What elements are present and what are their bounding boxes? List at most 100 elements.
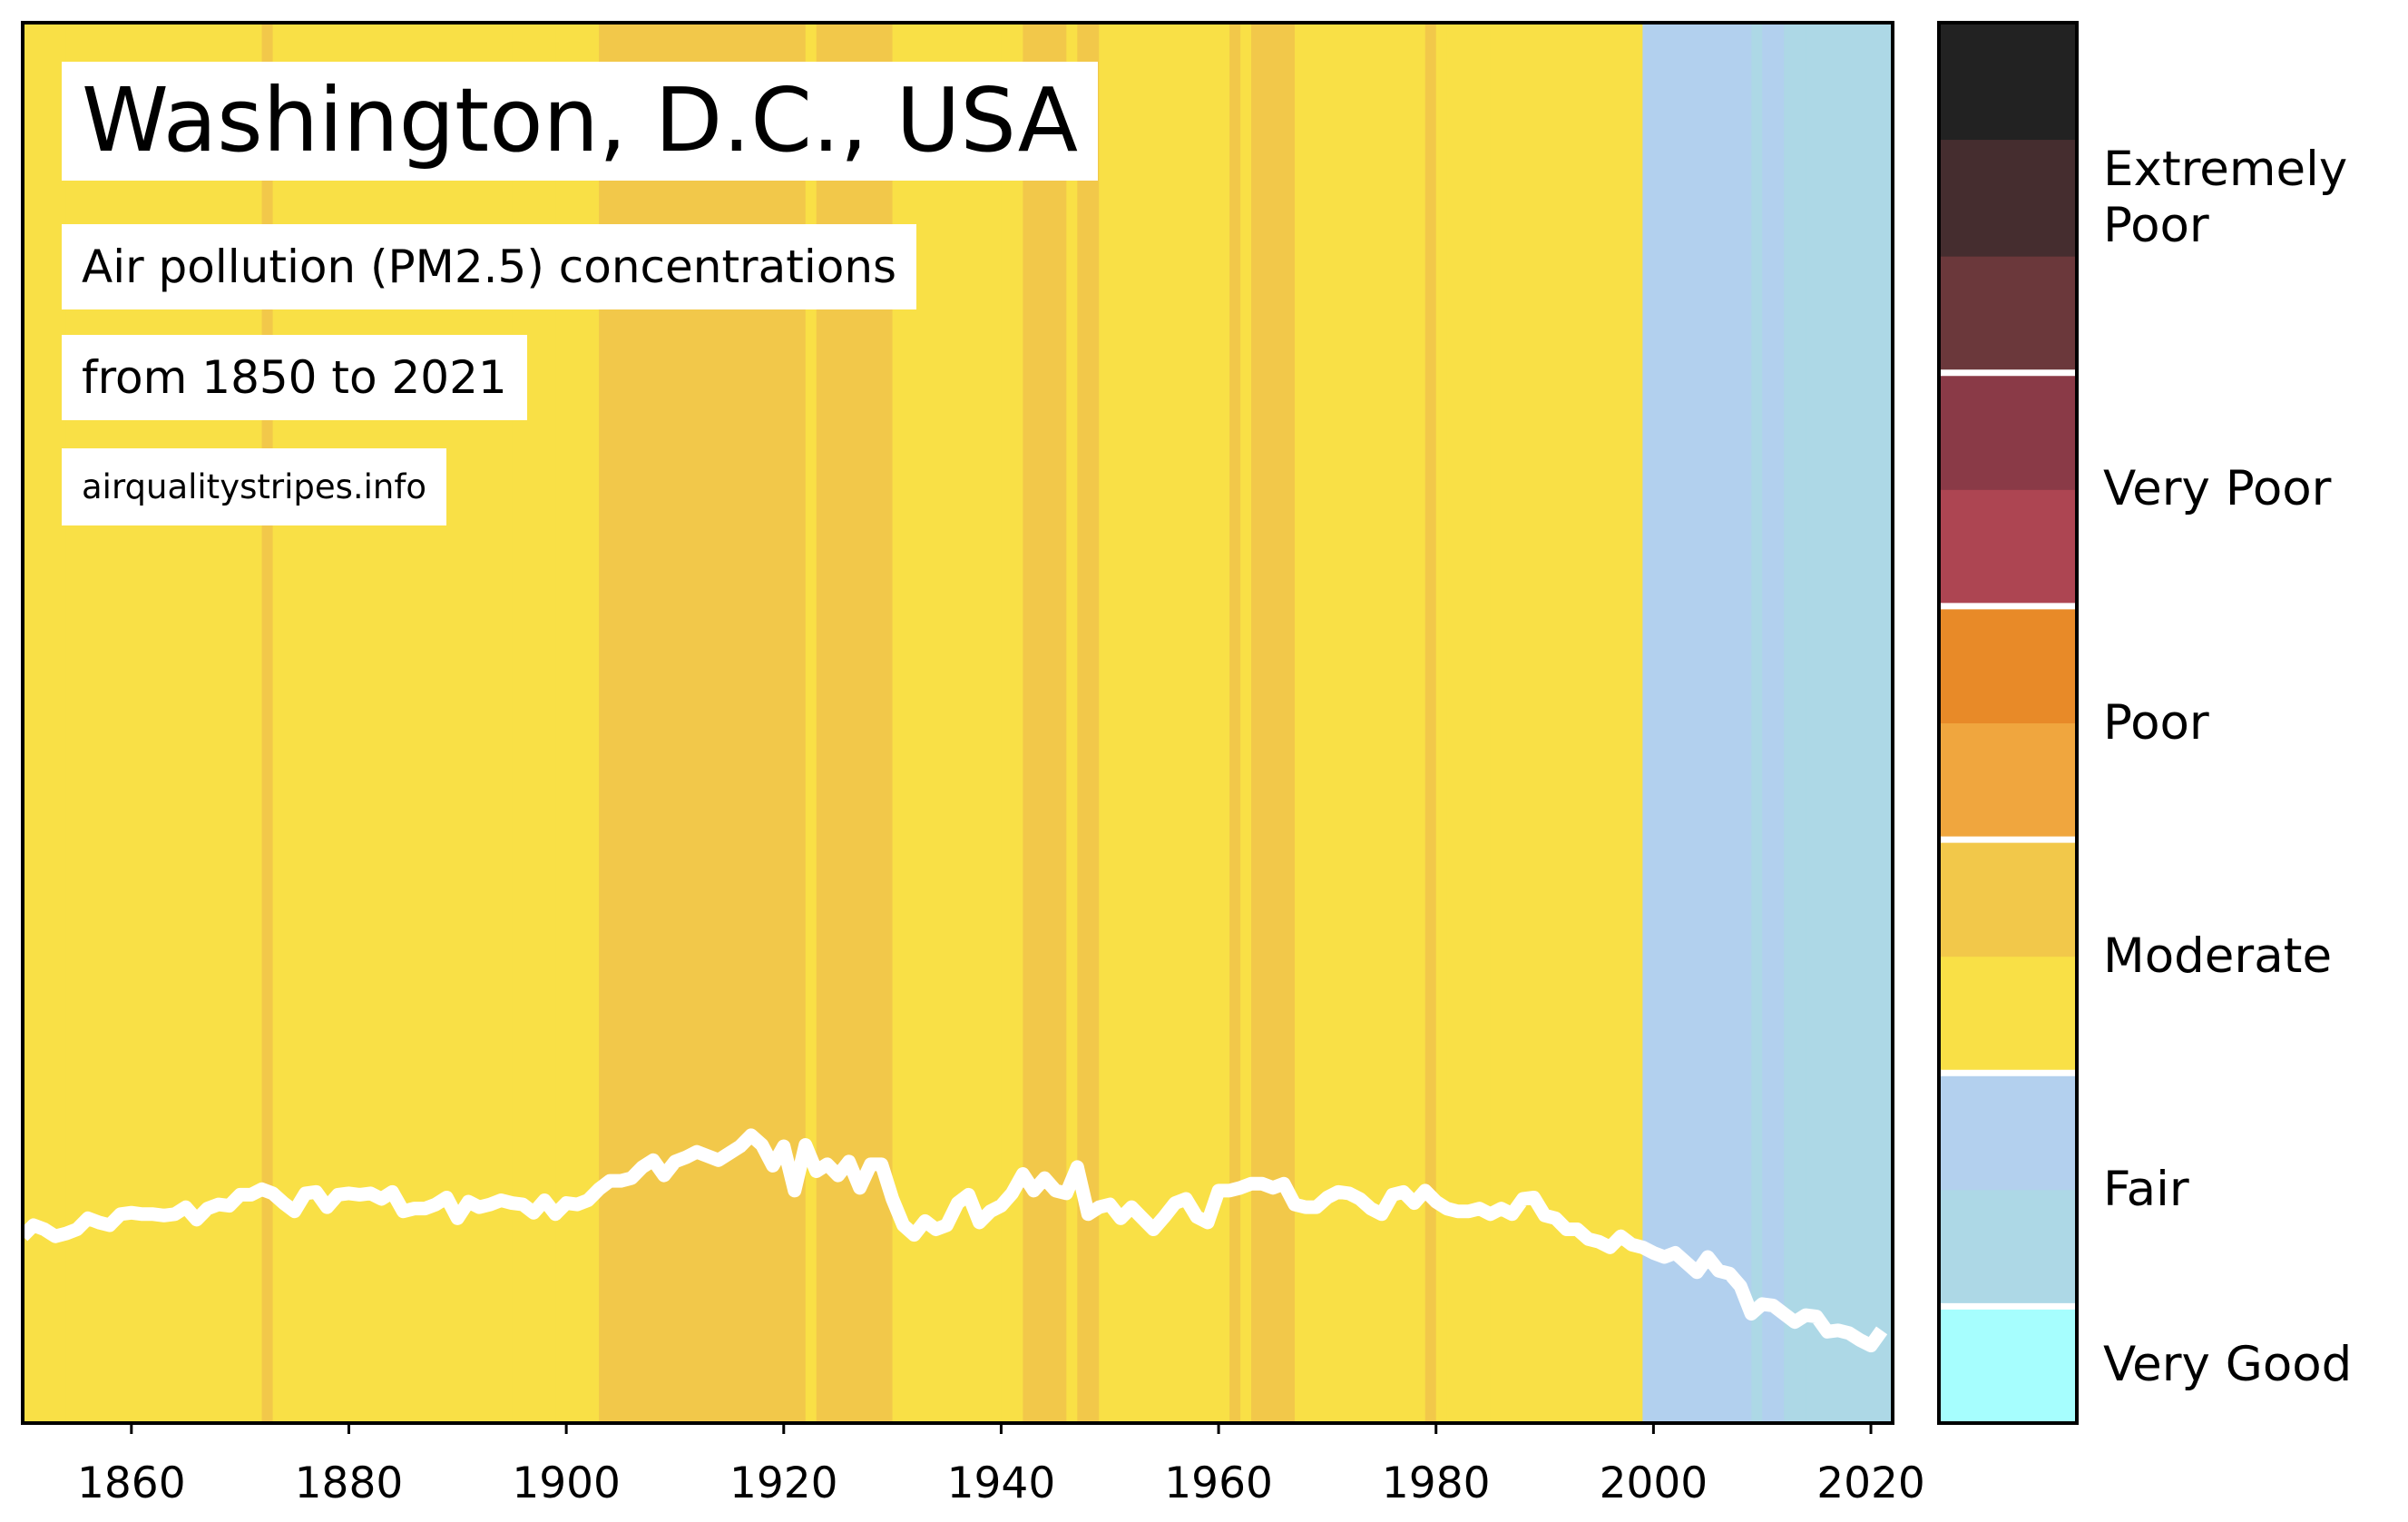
stripe	[577, 23, 589, 1423]
stripe	[1642, 23, 1654, 1423]
stripe	[1860, 23, 1872, 1423]
stripe	[1882, 23, 1894, 1423]
stripe	[1512, 23, 1524, 1423]
stripe	[848, 23, 861, 1423]
stripe	[1001, 23, 1013, 1423]
stripe	[1121, 23, 1132, 1423]
stripe	[1729, 23, 1741, 1423]
stripe	[739, 23, 752, 1423]
colorbar-segment	[1939, 722, 2077, 840]
stripe	[555, 23, 567, 1423]
x-tick-label: 1860	[77, 1458, 186, 1508]
stripe	[805, 23, 817, 1423]
colorbar-segment	[1939, 840, 2077, 957]
stripe	[1088, 23, 1100, 1423]
stripe	[1055, 23, 1067, 1423]
stripe	[1272, 23, 1285, 1423]
stripe	[1610, 23, 1622, 1423]
chart-title: Washington, D.C., USA	[62, 62, 1099, 181]
stripe	[1164, 23, 1176, 1423]
colorbar-label: Extremely Poor	[2103, 141, 2348, 253]
stripe	[1305, 23, 1317, 1423]
stripe	[1522, 23, 1535, 1423]
stripe	[1446, 23, 1459, 1423]
colorbar-segment	[1939, 23, 2077, 141]
stripe	[696, 23, 709, 1423]
colorbar-label: Moderate	[2103, 928, 2333, 984]
colorbar-segment	[1939, 1073, 2077, 1191]
stripe	[816, 23, 828, 1423]
stripe	[1435, 23, 1448, 1423]
stripe	[1490, 23, 1503, 1423]
stripe	[1806, 23, 1817, 1423]
stripe	[1686, 23, 1698, 1423]
stripe	[610, 23, 622, 1423]
stripe	[1708, 23, 1719, 1423]
stripe	[859, 23, 872, 1423]
stripe	[935, 23, 948, 1423]
stripe	[1359, 23, 1372, 1423]
stripe	[783, 23, 796, 1423]
stripe	[707, 23, 719, 1423]
stripe	[1403, 23, 1415, 1423]
stripe	[881, 23, 894, 1423]
stripe	[642, 23, 654, 1423]
pollution-line	[17, 1128, 1888, 1353]
stripe	[1208, 23, 1219, 1423]
colorbar-segment	[1939, 489, 2077, 607]
stripe	[1219, 23, 1230, 1423]
stripe	[566, 23, 578, 1423]
stripe	[1370, 23, 1383, 1423]
stripe	[1762, 23, 1774, 1423]
stripe	[1533, 23, 1546, 1423]
stripe	[23, 23, 34, 1423]
stripe	[761, 23, 774, 1423]
stripe	[1316, 23, 1328, 1423]
stripe	[1424, 23, 1437, 1423]
stripe	[1784, 23, 1796, 1423]
subtitle: from 1850 to 2021	[62, 335, 527, 420]
stripe	[1599, 23, 1611, 1423]
stripe	[1588, 23, 1600, 1423]
stripe	[1077, 23, 1089, 1423]
stripe	[1142, 23, 1154, 1423]
x-tick-label: 1960	[1164, 1458, 1273, 1508]
stripe	[925, 23, 937, 1423]
stripe	[1110, 23, 1121, 1423]
stripe	[663, 23, 676, 1423]
stripe	[652, 23, 665, 1423]
colorbar-label: Very Poor	[2103, 461, 2332, 517]
stripe	[1229, 23, 1241, 1423]
stripe	[1577, 23, 1590, 1423]
stripe	[1620, 23, 1633, 1423]
stripe	[1555, 23, 1568, 1423]
stripe	[1675, 23, 1687, 1423]
stripe	[729, 23, 741, 1423]
stripe	[1326, 23, 1339, 1423]
stripe	[1175, 23, 1187, 1423]
stripe	[1153, 23, 1165, 1423]
colorbar-segment	[1939, 256, 2077, 374]
stripe	[1718, 23, 1730, 1423]
stripe	[1044, 23, 1056, 1423]
stripe	[1240, 23, 1252, 1423]
stripe	[1697, 23, 1708, 1423]
stripe	[870, 23, 883, 1423]
stripe	[1294, 23, 1307, 1423]
x-tick-label: 1920	[729, 1458, 838, 1508]
stripe	[1099, 23, 1111, 1423]
subtitle: Air pollution (PM2.5) concentrations	[62, 224, 917, 309]
stripe	[1131, 23, 1143, 1423]
stripe	[1251, 23, 1263, 1423]
stripe	[1381, 23, 1394, 1423]
stripe	[1849, 23, 1861, 1423]
stripe	[1479, 23, 1492, 1423]
stripe	[979, 23, 992, 1423]
stripe	[718, 23, 730, 1423]
stripe	[1197, 23, 1209, 1423]
stripe	[892, 23, 905, 1423]
stripe	[1023, 23, 1034, 1423]
stripe	[1186, 23, 1198, 1423]
colorbar-label: Poor	[2103, 694, 2209, 751]
